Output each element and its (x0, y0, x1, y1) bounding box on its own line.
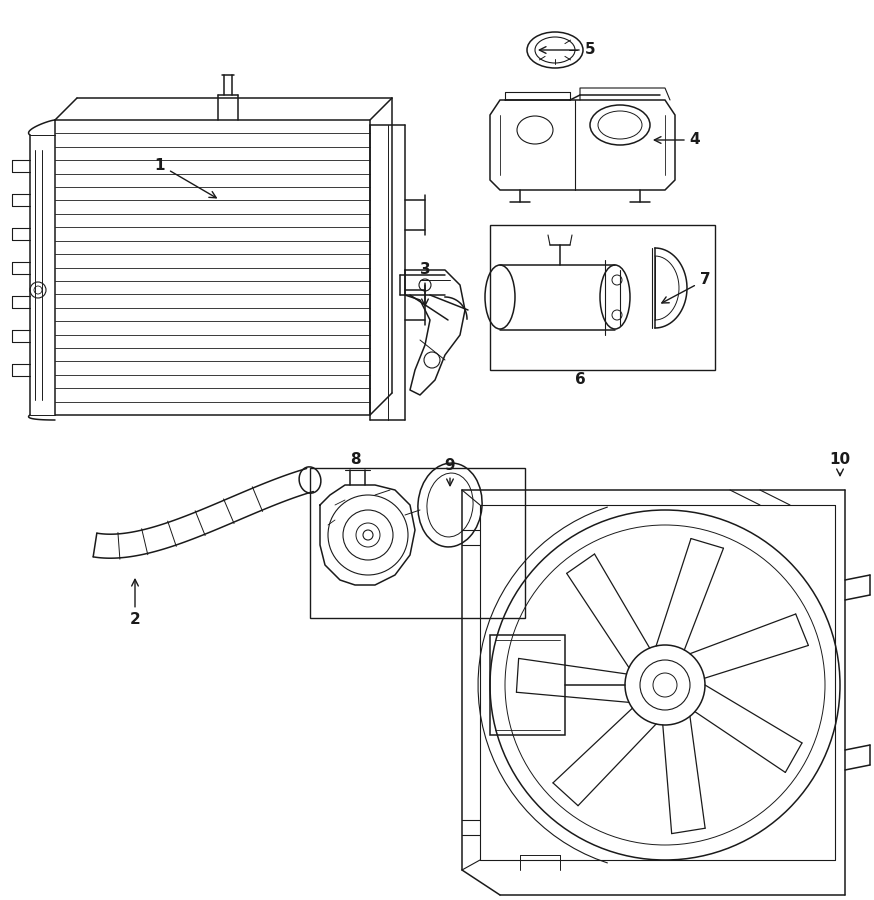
Bar (490, 635, 565, 735)
Text: 8: 8 (350, 453, 360, 467)
Text: 7: 7 (662, 273, 711, 303)
Bar (310, 468, 525, 618)
Text: 6: 6 (574, 373, 586, 388)
Text: 3: 3 (420, 263, 430, 306)
Text: 5: 5 (539, 42, 595, 58)
Bar (490, 225, 715, 370)
Text: 1: 1 (155, 158, 216, 198)
Text: 10: 10 (829, 453, 850, 476)
Text: 2: 2 (129, 580, 141, 627)
Text: 4: 4 (655, 132, 700, 148)
Text: 9: 9 (445, 457, 455, 486)
